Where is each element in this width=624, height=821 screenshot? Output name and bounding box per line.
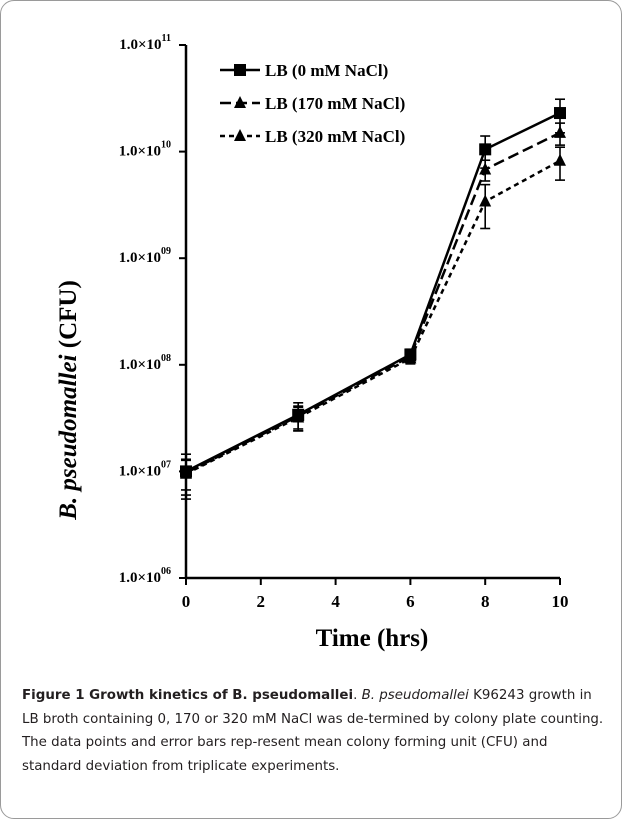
- data-point: [554, 125, 566, 138]
- data-point: [554, 107, 566, 120]
- data-point: [479, 143, 492, 156]
- y-axis-label: B. pseudomallei (CFU): [55, 280, 82, 521]
- y-tick-label: 1.0×1009: [119, 246, 171, 266]
- legend-item-1: LB (0 mM NaCl): [220, 61, 388, 80]
- series-line: [185, 111, 561, 473]
- series-1: [180, 98, 566, 500]
- y-axis-label-unit: (CFU): [55, 280, 82, 354]
- series-2: [180, 122, 566, 491]
- x-tick-label: 0: [182, 592, 191, 611]
- legend-marker: [234, 64, 246, 76]
- x-tick-label: 4: [331, 592, 340, 611]
- x-tick-label: 6: [406, 592, 415, 611]
- caption-body: K96243 growth in LB broth containing 0, …: [22, 688, 604, 774]
- series-line: [185, 131, 561, 474]
- data-point: [479, 162, 492, 175]
- legend-marker: [234, 96, 246, 108]
- chart-legend: LB (0 mM NaCl) LB (170 mM NaCl) LB (320 mM…: [220, 61, 405, 146]
- x-tick-label: 8: [481, 592, 490, 611]
- chart-axes: 0 2 4 6 8 10 1.0×1006 1.0×1007 1.0×1008 1.0×1009 1…: [119, 33, 569, 611]
- y-tick-label: 1.0×1008: [119, 353, 171, 373]
- y-tick-label: 1.0×1007: [119, 459, 171, 479]
- series-3: [180, 146, 566, 496]
- series-line: [185, 159, 561, 475]
- legend-label: LB (0 mM NaCl): [265, 61, 388, 80]
- caption-species: B. pseudomallei: [361, 688, 469, 703]
- legend-item-2: LB (170 mM NaCl): [220, 94, 405, 113]
- y-tick-label: 1.0×1011: [119, 33, 171, 53]
- legend-label: LB (170 mM NaCl): [265, 94, 405, 113]
- y-tick-label: 1.0×1010: [119, 140, 171, 160]
- y-axis-label-species: B. pseudomallei: [55, 354, 82, 520]
- x-tick-label: 2: [257, 592, 266, 611]
- data-point: [404, 351, 417, 364]
- legend-label: LB (320 mM NaCl): [265, 127, 405, 146]
- growth-chart: 0 2 4 6 8 10 1.0×1006 1.0×1007 1.0×1008 1.0×1009 1…: [55, 33, 569, 652]
- data-point: [292, 410, 305, 423]
- data-point: [180, 466, 192, 479]
- chart-plot-area: [180, 98, 566, 500]
- caption-period: .: [353, 688, 362, 703]
- x-tick-label: 10: [552, 592, 569, 611]
- x-axis-label: Time (hrs): [316, 625, 429, 652]
- data-point: [554, 153, 566, 166]
- caption-title: Figure 1 Growth kinetics of B. pseudomal…: [22, 688, 354, 703]
- legend-marker: [234, 129, 246, 141]
- y-tick-label: 1.0×1006: [119, 566, 171, 586]
- figure-caption: Figure 1 Growth kinetics of B. pseudomal…: [22, 684, 610, 778]
- legend-item-3: LB (320 mM NaCl): [220, 127, 405, 146]
- data-point: [479, 194, 492, 207]
